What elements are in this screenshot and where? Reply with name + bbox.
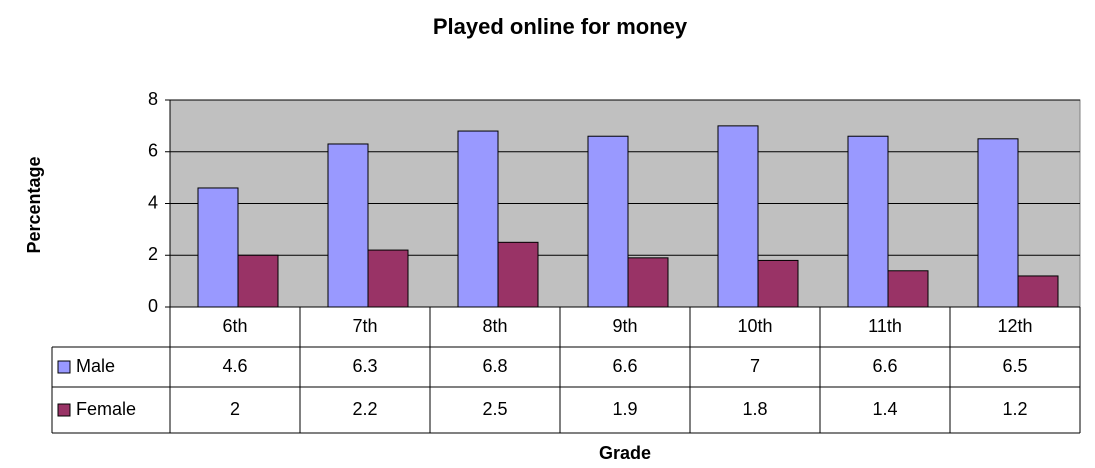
y-tick-label: 0	[148, 296, 158, 316]
table-value: 6.6	[872, 356, 897, 376]
table-value: 1.4	[872, 399, 897, 419]
bar	[497, 241, 539, 308]
x-tick-label: 9th	[612, 316, 637, 336]
table-value: 1.9	[612, 399, 637, 419]
y-axis-label: Percentage	[24, 156, 44, 253]
x-axis-label: Grade	[599, 443, 651, 463]
bar	[757, 259, 799, 308]
y-tick-label: 4	[148, 192, 158, 212]
chart-title: Played online for money	[433, 14, 688, 39]
bar	[1017, 275, 1059, 308]
table-value: 2.5	[482, 399, 507, 419]
y-tick-label: 8	[148, 89, 158, 109]
table-value: 6.8	[482, 356, 507, 376]
x-tick-label: 6th	[222, 316, 247, 336]
table-value: 7	[750, 356, 760, 376]
bar	[627, 257, 669, 308]
legend-key	[57, 403, 71, 417]
x-tick-label: 11th	[868, 316, 902, 336]
bar	[587, 135, 629, 308]
y-tick-label: 6	[148, 141, 158, 161]
x-tick-label: 8th	[482, 316, 507, 336]
x-tick-label: 10th	[737, 316, 772, 336]
y-tick-label: 2	[148, 244, 158, 264]
table-value: 2.2	[352, 399, 377, 419]
bar	[327, 143, 369, 308]
table-value: 6.3	[352, 356, 377, 376]
bar	[887, 270, 929, 308]
bar	[457, 130, 499, 308]
table-value: 1.8	[742, 399, 767, 419]
legend-key	[57, 360, 71, 374]
legend-label: Male	[76, 356, 115, 376]
bar	[717, 125, 759, 308]
table-value: 1.2	[1002, 399, 1027, 419]
legend-label: Female	[76, 399, 136, 419]
bar	[367, 249, 409, 308]
bar	[197, 187, 239, 308]
bar	[237, 254, 279, 308]
table-value: 4.6	[222, 356, 247, 376]
x-tick-label: 12th	[997, 316, 1032, 336]
table-value: 2	[230, 399, 240, 419]
x-tick-label: 7th	[352, 316, 377, 336]
table-value: 6.6	[612, 356, 637, 376]
table-value: 6.5	[1002, 356, 1027, 376]
bar	[847, 135, 889, 308]
bar	[977, 138, 1019, 308]
